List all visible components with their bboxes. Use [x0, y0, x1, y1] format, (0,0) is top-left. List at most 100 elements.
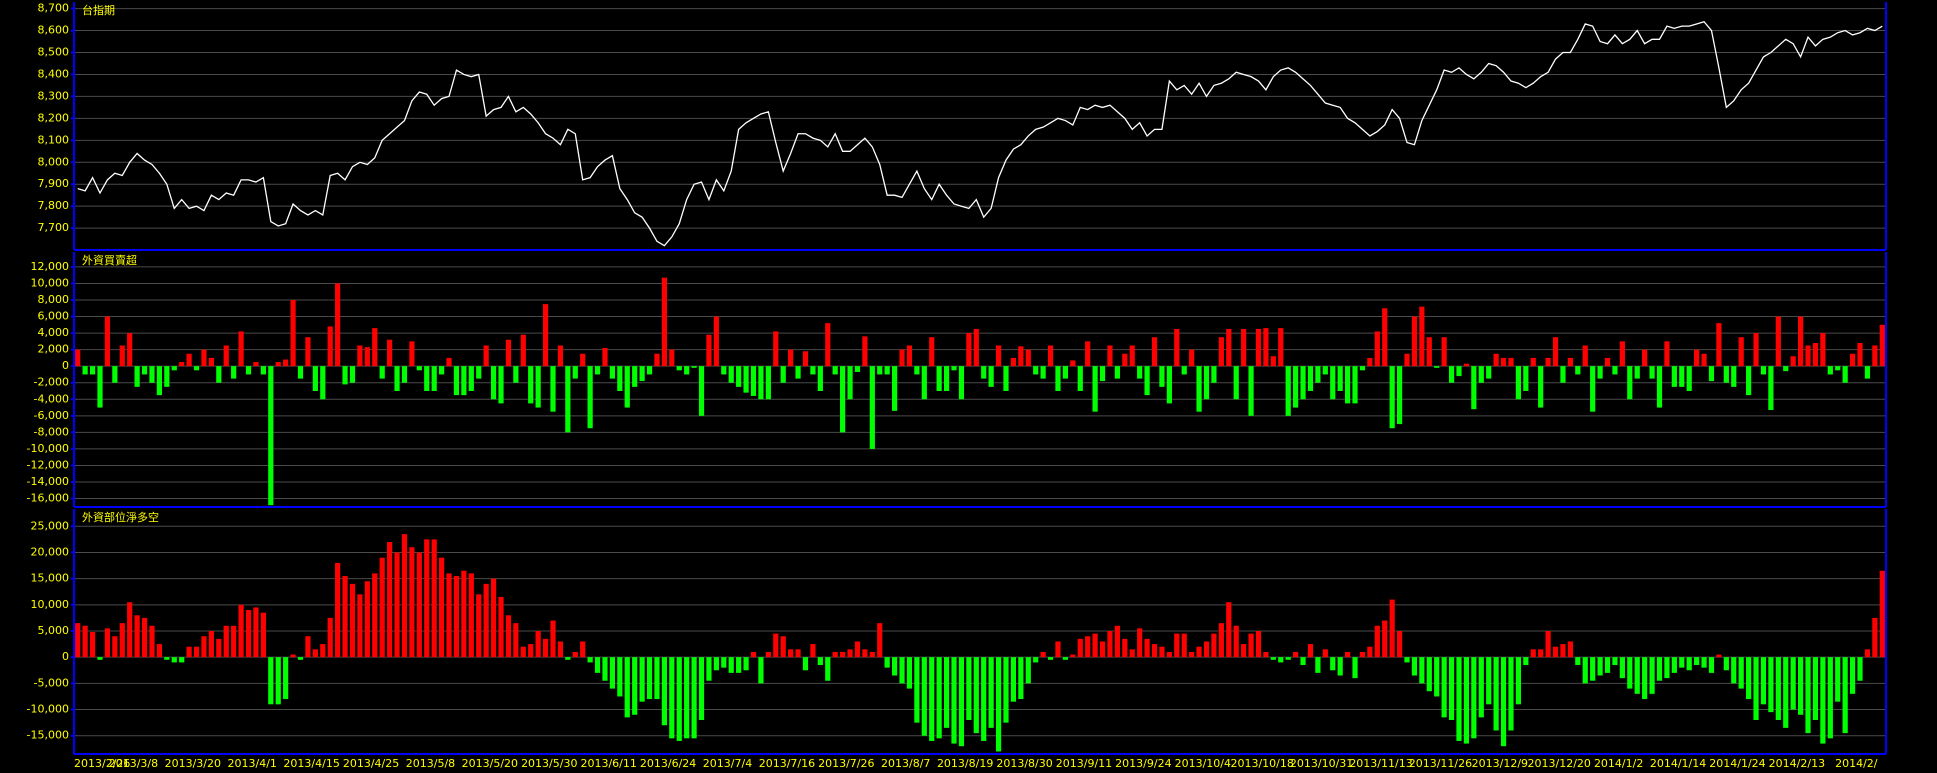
bar [528, 366, 534, 404]
bar [1344, 366, 1351, 404]
bar [958, 657, 965, 747]
bar [1590, 366, 1596, 412]
bar [1248, 366, 1254, 416]
bar [1827, 657, 1833, 739]
bar [1664, 657, 1670, 679]
bar [1530, 357, 1536, 367]
bar [736, 657, 742, 673]
bar [1278, 657, 1284, 663]
bar [513, 366, 519, 383]
bar [112, 366, 118, 383]
bar [921, 366, 927, 400]
bar [1166, 651, 1172, 658]
bar [1656, 366, 1663, 408]
bar [1797, 657, 1804, 715]
bar [669, 657, 675, 739]
bar [1174, 328, 1180, 367]
bar [1293, 651, 1299, 658]
bar [713, 657, 719, 671]
bar [1664, 341, 1670, 367]
bar [253, 607, 259, 658]
bar [1040, 651, 1046, 658]
bar [1634, 366, 1640, 379]
bar [995, 657, 1002, 752]
bar [1233, 366, 1239, 400]
bar [1122, 353, 1128, 367]
bar [981, 657, 987, 741]
bar [134, 615, 140, 658]
bar [1352, 657, 1358, 679]
bar [1419, 657, 1425, 684]
bar [1434, 366, 1440, 368]
bar [379, 557, 385, 658]
bar [906, 345, 913, 367]
bar [1107, 345, 1113, 367]
bar [988, 657, 994, 728]
bar [825, 657, 831, 681]
bar [394, 552, 400, 658]
bar [1701, 353, 1707, 367]
bar [223, 345, 229, 367]
bar [1263, 651, 1269, 658]
bar [1211, 633, 1217, 658]
bar [401, 534, 408, 658]
bar [1174, 633, 1180, 658]
x-tick-label: 2014/1/14 [1650, 757, 1706, 770]
bar [698, 657, 705, 721]
bar [216, 638, 222, 658]
bar [691, 657, 697, 739]
bar [446, 357, 452, 367]
bar [988, 366, 994, 387]
bar [1270, 356, 1276, 367]
x-tick-label: 2013/12/20 [1528, 757, 1591, 770]
bar [1018, 657, 1024, 700]
bar [617, 657, 623, 697]
bar [164, 366, 170, 387]
bar [1151, 337, 1158, 367]
bar [1820, 657, 1826, 744]
bar [438, 366, 445, 375]
bar [1270, 657, 1276, 660]
bar [765, 366, 771, 400]
bar [1582, 657, 1588, 684]
bar [179, 362, 185, 367]
bar [646, 657, 653, 700]
x-tick-label: 2013/3/8 [109, 757, 158, 770]
x-tick-label: 2013/8/19 [937, 757, 993, 770]
bar [1560, 644, 1566, 658]
bar [290, 299, 296, 367]
bar [1255, 631, 1262, 658]
x-tick-label: 2013/9/24 [1115, 757, 1171, 770]
bar [231, 625, 237, 658]
bar [572, 366, 578, 379]
y-tick-label: -4,000 [34, 392, 69, 405]
bar [1196, 646, 1202, 658]
bar [565, 657, 571, 660]
bar [1619, 341, 1625, 367]
bar [966, 657, 972, 721]
bar [424, 366, 430, 391]
bar [1694, 349, 1700, 367]
bar [1092, 633, 1098, 658]
bar [1604, 357, 1611, 367]
bar [1114, 366, 1120, 379]
bar [869, 651, 875, 658]
bar [268, 657, 274, 705]
bar [817, 657, 823, 666]
bar [164, 657, 170, 660]
bar [1812, 657, 1819, 721]
bar [82, 625, 88, 658]
bar [513, 623, 519, 658]
bar [1263, 328, 1269, 367]
bar [335, 562, 341, 658]
bar [736, 366, 742, 387]
y-tick-label: 8,100 [38, 133, 70, 146]
bar [327, 326, 333, 367]
bar [669, 349, 675, 367]
bar [1099, 366, 1106, 382]
x-tick-label: 2013/9/11 [1056, 757, 1112, 770]
bar [505, 615, 512, 658]
bar [1218, 337, 1224, 367]
bar [1278, 328, 1284, 367]
bar [995, 345, 1002, 367]
